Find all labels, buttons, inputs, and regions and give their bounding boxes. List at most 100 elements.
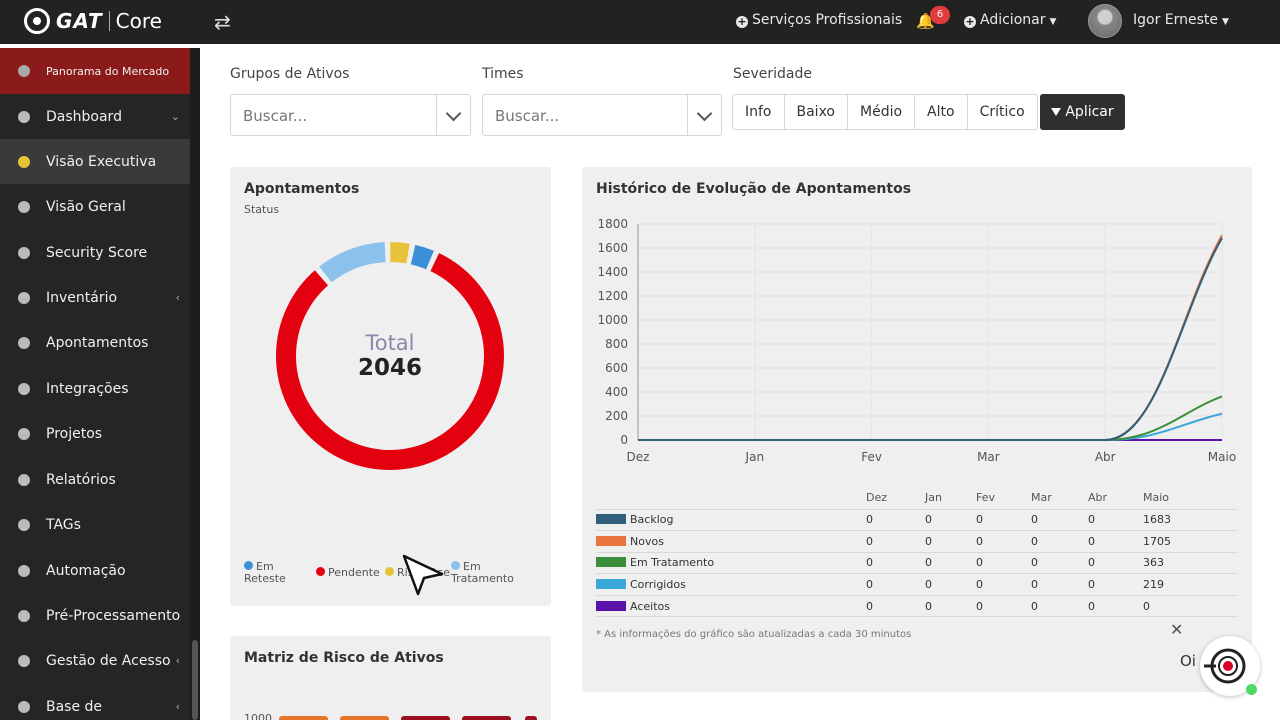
value-cell: 0 [976, 509, 1031, 532]
series-name: Backlog [630, 513, 674, 527]
value-cell: 0 [866, 595, 925, 618]
matrix-cell[interactable] [279, 716, 328, 720]
sidebar-item-automacao[interactable]: Automação [0, 548, 190, 593]
value-cell: 0 [1088, 573, 1143, 596]
severity-critico-button[interactable]: Crítico [979, 104, 1025, 120]
matrix-cell[interactable] [340, 716, 389, 720]
history-line-chart: 0 200 400 600 800 1000 1200 1400 1600 1800 Dez Jan F… [597, 217, 1236, 464]
asset-groups-label: Grupos de Ativos [230, 66, 350, 82]
notification-badge: 6 [930, 6, 950, 24]
top-navbar: GAT Core ⇄ + Serviços Profissionais 🔔 6 +… [0, 0, 1280, 44]
value-cell: 0 [1031, 573, 1088, 596]
sidebar-item-visao-geral[interactable]: Visão Geral [0, 184, 190, 229]
series-line-backlog[interactable] [638, 237, 1223, 441]
x-tick-label: Mar [977, 450, 1000, 464]
services-menu[interactable]: + Serviços Profissionais [736, 12, 903, 28]
col-header: Abr [1088, 487, 1143, 510]
x-tick-label: Maio [1208, 450, 1236, 464]
sidebar-item-relatorios[interactable]: Relatórios [0, 457, 190, 502]
caret-down-icon: ▼ [1049, 17, 1057, 27]
x-tick-label: Fev [861, 450, 882, 464]
chevron-down-icon[interactable] [436, 95, 470, 135]
asset-risk-matrix-card: Matriz de Risco de Ativos 1000 [230, 636, 551, 720]
severity-label: Severidade [733, 66, 813, 82]
teams-placeholder: Buscar... [495, 107, 560, 125]
bolt-icon [18, 564, 30, 577]
sidebar-item-apontamentos[interactable]: Apontamentos [0, 320, 190, 365]
sidebar-item-projetos[interactable]: Projetos [0, 411, 190, 456]
series-swatch [596, 557, 626, 568]
history-data-table: Dez Jan Fev Mar Abr Maio Backlog 0 0 0 0 0 168… [596, 487, 1238, 618]
sidebar-item-gestao-acesso[interactable]: Gestão de Acesso ‹ [0, 638, 190, 683]
value-cell: 0 [1143, 595, 1238, 618]
chat-close-icon[interactable]: ✕ [1170, 620, 1184, 639]
sidebar-item-panorama-mercado[interactable]: Panorama do Mercado [0, 48, 190, 94]
table-row: Corrigidos 0 0 0 0 0 219 [596, 573, 1238, 596]
value-cell: 0 [866, 509, 925, 532]
donut-total-value: 2046 [357, 355, 422, 381]
matrix-cell[interactable] [525, 716, 537, 720]
severity-medio-button[interactable]: Médio [848, 95, 916, 129]
add-menu[interactable]: + Adicionar ▼ [964, 12, 1057, 28]
donut-total-label: Total [365, 331, 415, 355]
value-cell: 0 [976, 573, 1031, 596]
y-tick-label: 1400 [597, 265, 628, 279]
gear-icon [18, 609, 30, 622]
value-cell: 0 [976, 595, 1031, 618]
col-header: Jan [925, 487, 976, 510]
y-tick-label: 600 [605, 361, 628, 375]
legend-item-pendente[interactable]: Pendente [316, 567, 380, 579]
donut-slice-em-tratamento[interactable] [319, 242, 386, 283]
donut-slice-pendente[interactable] [276, 253, 504, 470]
chat-launcher-button[interactable] [1200, 636, 1260, 696]
matrix-axis-tick: 1000 [244, 712, 272, 720]
sidebar-item-base[interactable]: Base de ‹ [0, 684, 190, 720]
sidebar: Panorama do Mercado Dashboard ⌄ Visão Ex… [0, 48, 190, 720]
matrix-cell[interactable] [401, 716, 450, 720]
value-cell: 0 [1088, 595, 1143, 618]
col-header: Fev [976, 487, 1031, 510]
sidebar-item-integracoes[interactable]: Integrações [0, 366, 190, 411]
col-header: Maio [1143, 487, 1238, 510]
value-cell: 0 [925, 573, 976, 596]
findings-card-subtitle: Status [244, 203, 280, 216]
sidebar-item-visao-executiva[interactable]: Visão Executiva [0, 139, 190, 184]
user-menu[interactable]: Igor Erneste ▼ [1133, 12, 1229, 28]
severity-info-button[interactable]: Info [733, 95, 785, 129]
apply-filter-button[interactable]: Aplicar [1040, 94, 1125, 130]
table-row: Backlog 0 0 0 0 0 1683 [596, 509, 1238, 532]
sidebar-item-inventario[interactable]: Inventário ‹ [0, 275, 190, 320]
series-swatch [596, 535, 626, 546]
series-line-novos[interactable] [638, 234, 1223, 441]
sidebar-item-security-score[interactable]: Security Score [0, 230, 190, 275]
circle-icon [18, 155, 30, 168]
x-tick-label: Abr [1095, 450, 1116, 464]
logo-text: GAT [56, 9, 103, 33]
donut-slice-em-reteste[interactable] [410, 244, 434, 270]
y-tick-label: 200 [605, 409, 628, 423]
matrix-cell[interactable] [462, 716, 511, 720]
series-name-cell: Corrigidos [596, 573, 866, 596]
severity-alto-button[interactable]: Alto [915, 95, 968, 129]
donut-slice-risco-aceito[interactable] [390, 242, 410, 264]
filter-icon [1051, 108, 1062, 116]
sidebar-scrollbar[interactable] [190, 48, 200, 720]
value-cell: 219 [1143, 573, 1238, 596]
sidebar-item-pre-processamento[interactable]: Pré-Processamento [0, 593, 190, 638]
swap-arrows-icon[interactable]: ⇄ [214, 10, 231, 34]
asset-groups-select[interactable]: Buscar... [230, 94, 471, 136]
app-logo[interactable]: GAT Core [24, 6, 162, 36]
avatar[interactable] [1088, 4, 1122, 38]
sidebar-item-tags[interactable]: TAGs [0, 502, 190, 547]
plus-circle-icon: + [964, 15, 976, 28]
chevron-down-icon[interactable] [687, 95, 721, 135]
teams-select[interactable]: Buscar... [482, 94, 722, 136]
sidebar-scrollbar-thumb[interactable] [192, 640, 198, 720]
severity-baixo-button[interactable]: Baixo [785, 95, 848, 129]
legend-item-em-tratamento[interactable]: Em Tratamento [451, 560, 514, 585]
sidebar-item-dashboard[interactable]: Dashboard ⌄ [0, 94, 190, 139]
legend-item-em-reteste[interactable]: Em Reteste [244, 560, 286, 585]
y-tick-label: 1600 [597, 241, 628, 255]
teams-label: Times [482, 66, 524, 82]
series-line-em-tratamento[interactable] [638, 395, 1223, 441]
